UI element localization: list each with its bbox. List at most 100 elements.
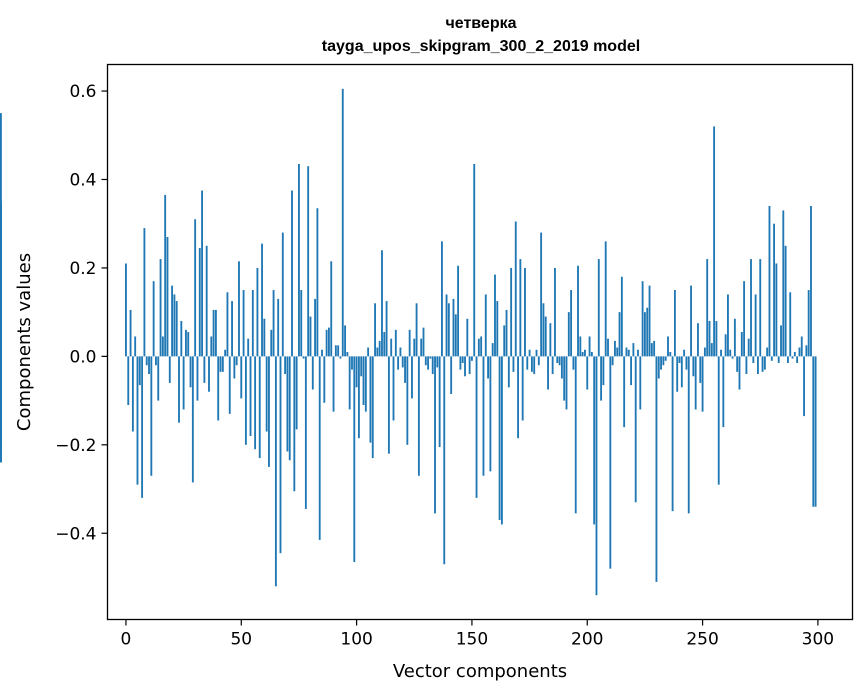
y-axis-label: Components values: [14, 253, 35, 431]
bar: [602, 356, 605, 386]
bar: [129, 309, 132, 357]
bar: [219, 356, 222, 372]
bar: [554, 267, 556, 357]
bar: [364, 356, 367, 412]
bar: [452, 298, 455, 357]
bar: [680, 356, 683, 388]
bar: [454, 314, 457, 357]
bar: [724, 334, 727, 357]
bar: [500, 356, 503, 525]
bar: [618, 312, 621, 357]
bar: [298, 164, 300, 357]
bar: [413, 338, 416, 357]
bar: [475, 356, 478, 498]
bar: [600, 356, 603, 401]
bar: [369, 356, 372, 443]
bar: [0, 113, 2, 357]
bar: [789, 292, 792, 357]
bar: [420, 338, 423, 357]
bar: [434, 356, 436, 514]
bar: [178, 356, 180, 423]
bar: [127, 356, 130, 406]
y-tick-label: 0.4: [69, 170, 96, 190]
bar: [344, 325, 346, 357]
bar: [655, 356, 658, 582]
x-tick-label: 50: [230, 630, 252, 650]
bar: [657, 356, 660, 379]
bar: [307, 166, 310, 357]
bar: [318, 356, 321, 540]
bar: [777, 356, 780, 363]
bar: [240, 356, 243, 399]
bar: [796, 356, 799, 363]
bar: [807, 290, 810, 357]
bar: [710, 343, 713, 357]
bar: [150, 356, 153, 476]
bar: [623, 356, 626, 428]
bar: [798, 347, 801, 357]
bar: [738, 356, 741, 390]
bar: [787, 356, 789, 363]
bar: [231, 301, 233, 357]
bar: [549, 323, 552, 357]
bar: [586, 356, 589, 390]
bar: [736, 356, 739, 372]
bar: [482, 356, 485, 476]
bar: [461, 356, 464, 363]
bar: [233, 356, 236, 379]
y-axis-ticks: −0.4 −0.2 0.0 0.2 0.4 0.6: [55, 82, 108, 544]
bar: [692, 356, 695, 377]
bar: [411, 356, 413, 399]
bar: [514, 221, 517, 357]
bar: [706, 259, 709, 357]
bar: [189, 356, 192, 388]
bar: [0, 356, 2, 445]
bar: [542, 303, 545, 357]
bar: [685, 356, 688, 370]
bar: [524, 267, 526, 357]
bar: [131, 356, 134, 432]
bar: [690, 285, 692, 357]
bar: [713, 126, 716, 357]
bar: [530, 356, 533, 372]
bar: [791, 356, 794, 359]
bar: [519, 259, 522, 357]
bar: [662, 356, 665, 366]
bar: [203, 356, 206, 383]
bar: [614, 340, 616, 357]
bar: [757, 356, 759, 375]
bar: [212, 309, 215, 357]
bar: [565, 356, 568, 410]
bar: [288, 356, 291, 461]
bar: [168, 356, 171, 383]
bar: [143, 228, 146, 357]
bar: [494, 274, 496, 357]
bar: [325, 329, 328, 357]
bar: [438, 356, 441, 448]
bars-group: [0, 88, 817, 596]
bar: [507, 356, 510, 388]
bar: [332, 356, 335, 412]
bar: [256, 267, 259, 357]
bar: [346, 351, 349, 357]
x-axis-label: Vector components: [393, 661, 567, 682]
bar: [161, 336, 164, 357]
bar: [304, 356, 307, 509]
bar: [641, 281, 644, 357]
bar: [535, 349, 538, 357]
chart-title: четверка: [445, 15, 516, 32]
bar: [727, 294, 729, 357]
bar: [247, 338, 250, 357]
bar: [277, 298, 280, 357]
bar: [274, 356, 277, 587]
bar: [443, 356, 446, 565]
bar: [194, 219, 197, 357]
bar: [205, 245, 208, 357]
bar: [152, 281, 155, 357]
x-axis-ticks: 0 50 100 150 200 250 300: [121, 619, 834, 650]
bar: [261, 243, 263, 357]
bar: [637, 349, 639, 357]
bar: [376, 347, 379, 357]
bar: [339, 356, 342, 359]
bar: [406, 356, 409, 445]
